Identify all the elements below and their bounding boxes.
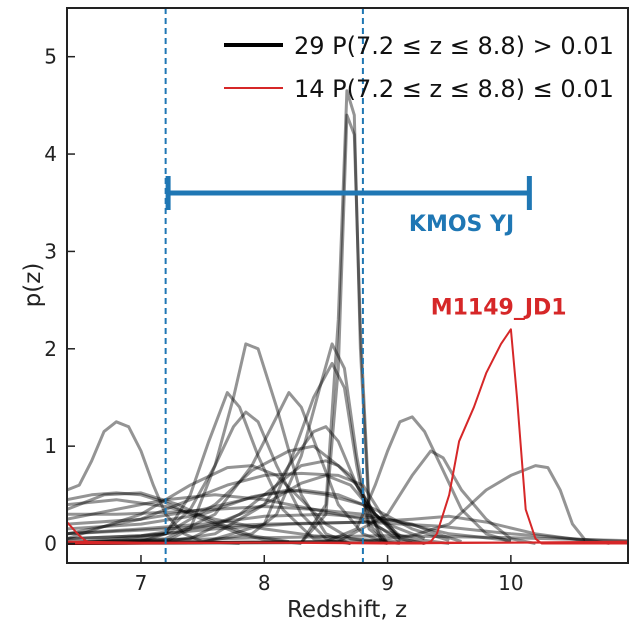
y-tick-label-3: 3	[44, 239, 57, 263]
series-line-black-11	[67, 444, 425, 545]
plot-frame	[66, 7, 629, 564]
series-line-black-14	[67, 459, 401, 545]
series-line-black-8	[67, 361, 389, 545]
series-line-black-25	[67, 534, 628, 544]
series-line-black-7	[67, 342, 389, 545]
x-axis-label: Redshift, z	[287, 597, 407, 623]
m1149-jd1-label: M1149_JD1	[431, 296, 567, 321]
series-line-black-16	[67, 449, 536, 545]
x-tick-label-1: 8	[258, 571, 271, 595]
x-tick-label-3: 10	[498, 571, 523, 595]
series-line-red-1	[387, 328, 628, 545]
series-line-black-22	[67, 498, 413, 545]
series-line-black-21	[67, 512, 512, 543]
overlay-layer: KMOS YJ M1149_JD1	[164, 8, 567, 563]
series-line-black-2	[67, 410, 351, 545]
series-line-black-26	[67, 491, 290, 544]
y-tick-label-1: 1	[44, 434, 57, 458]
series-line-black-23	[67, 488, 426, 541]
legend-label-red: 14 P(7.2 ≤ z ≤ 8.8) ≤ 0.01	[294, 75, 614, 103]
series-line-black-13	[67, 471, 425, 545]
series-line-black-28	[67, 514, 586, 543]
series-line-black-1	[67, 491, 302, 545]
x-tick-label-2: 9	[381, 571, 394, 595]
y-tick-label-2: 2	[44, 337, 57, 361]
y-tick-label-5: 5	[44, 45, 57, 69]
series-line-black-5	[67, 391, 389, 545]
series-line-black-3	[67, 342, 352, 545]
series-line-black-15	[67, 415, 512, 545]
legend-label-black: 29 P(7.2 ≤ z ≤ 8.8) > 0.01	[294, 32, 614, 60]
x-tick-label-0: 7	[135, 571, 148, 595]
series-line-black-9	[67, 113, 401, 545]
series-line-black-19	[67, 505, 462, 544]
series-line-black-4	[67, 391, 351, 545]
y-tick-label-4: 4	[44, 142, 57, 166]
legend: 29 P(7.2 ≤ z ≤ 8.8) > 0.01 14 P(7.2 ≤ z …	[224, 32, 614, 103]
kmos-range-label: KMOS YJ	[409, 212, 514, 237]
series-line-black-0	[67, 420, 240, 545]
y-tick-label-0: 0	[44, 532, 57, 556]
series-line-black-18	[67, 493, 450, 545]
series-line-black-20	[67, 488, 450, 543]
series-line-black-10	[67, 89, 389, 545]
y-axis-label: p(z)	[20, 263, 46, 308]
ticks-layer: 7 8 9 10 0 1 2 3 4 5	[44, 45, 523, 595]
series-line-red-3	[67, 540, 628, 545]
